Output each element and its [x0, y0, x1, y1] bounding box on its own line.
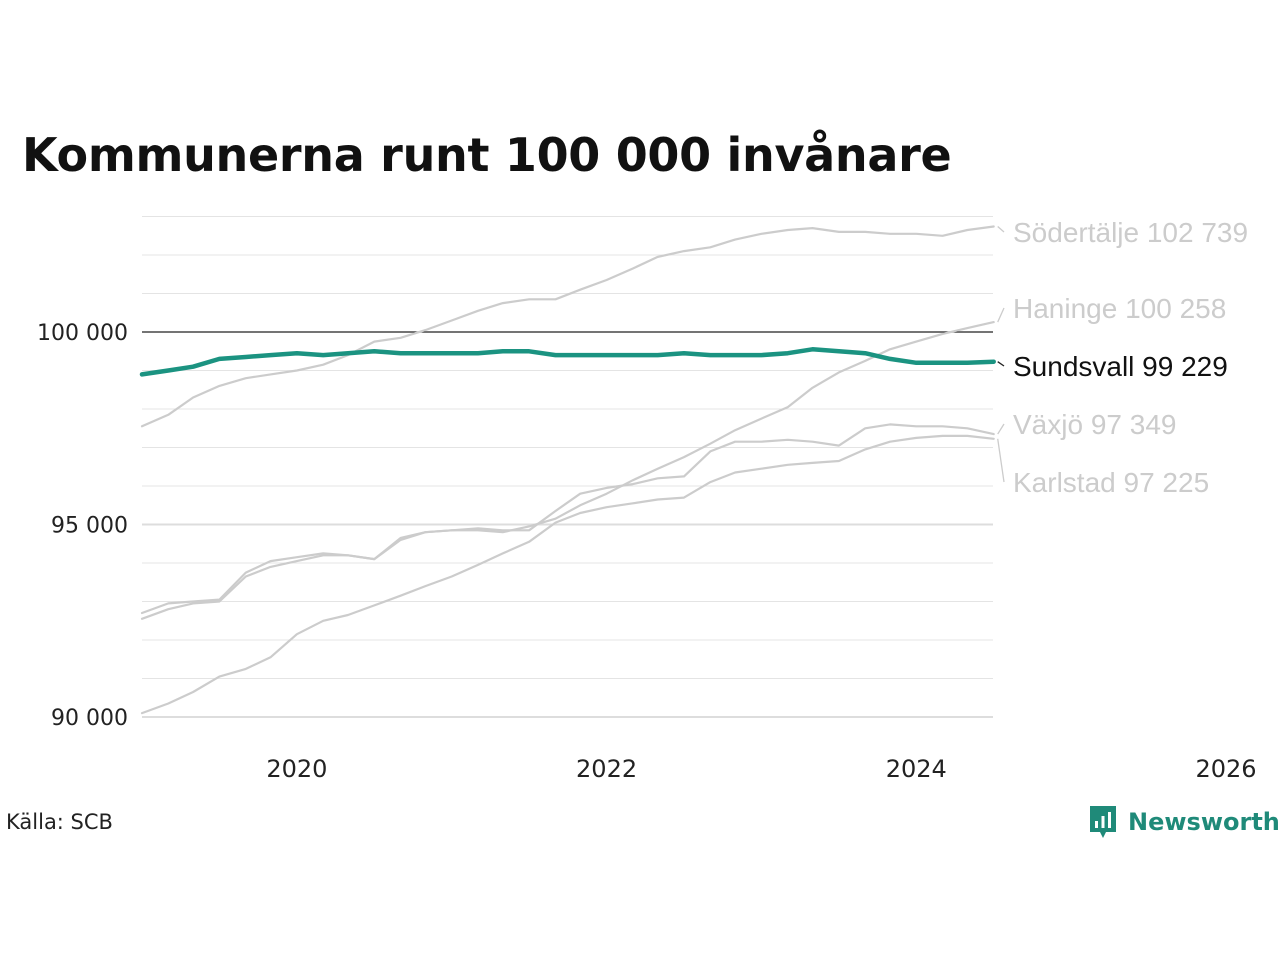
series-lines	[139, 225, 996, 715]
x-tick-label: 2026	[1195, 755, 1256, 783]
series-line-v-xj-	[140, 423, 995, 615]
grid-lines	[142, 216, 993, 718]
y-tick-label: 95 000	[51, 514, 128, 539]
series-end-label: Sundsvall 99 229	[1013, 351, 1228, 382]
series-line-s-dert-lje	[140, 225, 995, 428]
x-axis-ticks: 2020 2022 2024 2026	[266, 755, 1256, 783]
x-tick-label: 2020	[266, 755, 327, 783]
brand-logo: Newsworthy	[1088, 803, 1280, 841]
series-line-sundsvall	[139, 347, 996, 377]
brand-name: Newsworthy	[1128, 808, 1280, 836]
label-leader-line	[997, 361, 1005, 367]
label-leader-line	[997, 438, 1005, 483]
line-chart: 90 000 95 000 100 000 2020 2022 2024 2026 Söd…	[37, 216, 1257, 783]
series-end-label: Södertälje 102 739	[1013, 217, 1248, 248]
series-end-label: Växjö 97 349	[1013, 409, 1176, 440]
series-end-label: Karlstad 97 225	[1013, 467, 1209, 498]
series-line-haninge	[140, 321, 995, 620]
series-end-label: Haninge 100 258	[1013, 293, 1226, 324]
y-axis-ticks: 90 000 95 000 100 000	[37, 321, 128, 731]
label-leader-line	[997, 307, 1005, 323]
label-leader-line	[997, 423, 1005, 435]
x-tick-label: 2024	[886, 755, 947, 783]
x-tick-label: 2022	[576, 755, 637, 783]
y-tick-label: 100 000	[37, 321, 128, 346]
y-tick-label: 90 000	[51, 706, 128, 731]
series-end-labels: Södertälje 102 739 Haninge 100 258 Växjö 9…	[997, 217, 1248, 498]
series-line-karlstad	[140, 434, 995, 715]
newsworthy-logo-icon	[1090, 806, 1116, 838]
chart-title: Kommunerna runt 100 000 invånare	[22, 128, 952, 182]
source-note: Källa: SCB	[6, 810, 113, 834]
label-leader-line	[997, 226, 1005, 233]
